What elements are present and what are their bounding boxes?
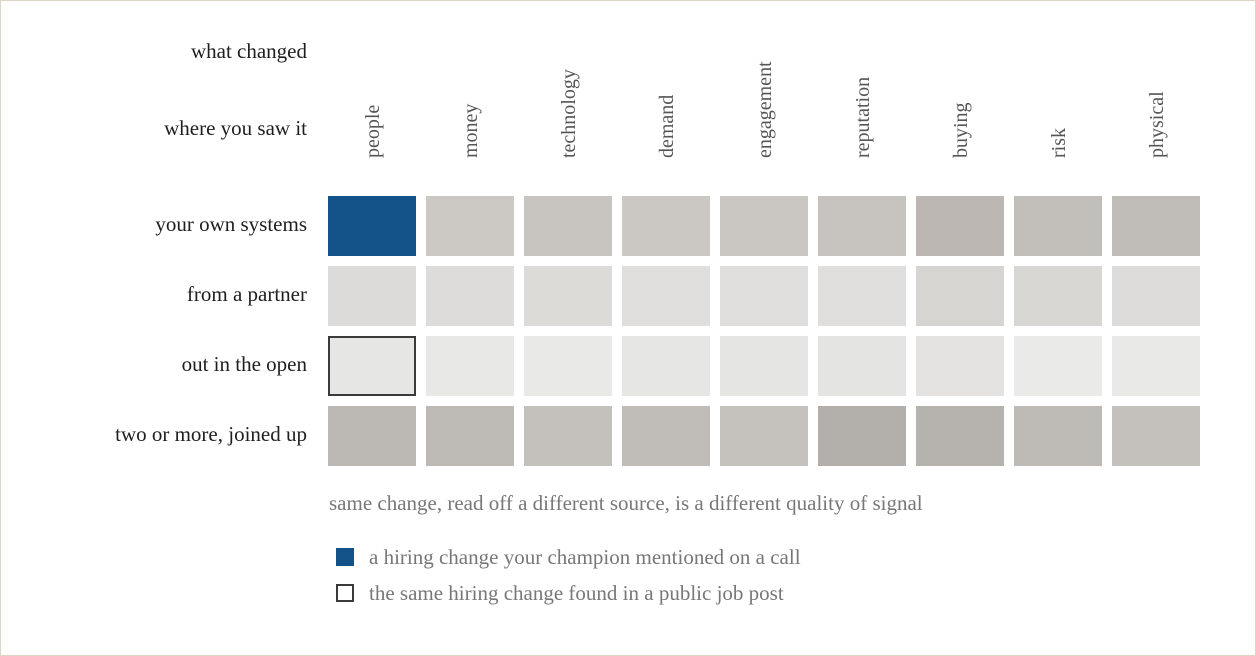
- legend-item-solid: a hiring change your champion mentioned …: [336, 544, 801, 569]
- heatmap-cell: [1112, 406, 1200, 466]
- heatmap-cell: [720, 406, 808, 466]
- heatmap-cell: [916, 406, 1004, 466]
- heatmap-cell: [1112, 266, 1200, 326]
- column-label-text: buying: [950, 102, 972, 158]
- column-label-text: physical: [1146, 91, 1168, 158]
- heatmap-cell: [1014, 196, 1102, 256]
- column-label-text: money: [460, 103, 482, 158]
- heatmap-cell: [720, 196, 808, 256]
- heatmap-cell: [720, 266, 808, 326]
- heatmap-cell: [818, 336, 906, 396]
- heatmap-cell: [328, 406, 416, 466]
- heatmap-cell: [426, 266, 514, 326]
- heatmap-cell: [622, 406, 710, 466]
- columns-axis-title: what changed: [190, 39, 307, 63]
- row-label: your own systems: [155, 212, 307, 236]
- column-label-text: risk: [1048, 128, 1070, 158]
- heatmap-cell: [916, 196, 1004, 256]
- row-label: two or more, joined up: [115, 422, 307, 446]
- column-label-text: reputation: [852, 76, 874, 158]
- heatmap-cell: [1014, 266, 1102, 326]
- heatmap-cell: [622, 336, 710, 396]
- heatmap-cell: [916, 336, 1004, 396]
- heatmap-cell: [1014, 336, 1102, 396]
- legend-swatch-outline: [336, 584, 354, 602]
- heatmap-cell: [622, 196, 710, 256]
- legend-item-outline: the same hiring change found in a public…: [336, 580, 784, 605]
- caption: same change, read off a different source…: [329, 491, 923, 515]
- heatmap-cell: [328, 196, 416, 256]
- heatmap-cell: [524, 406, 612, 466]
- column-label-text: demand: [656, 94, 678, 158]
- heatmap-cell: [426, 406, 514, 466]
- row-label: out in the open: [181, 352, 307, 376]
- heatmap-cell: [720, 336, 808, 396]
- heatmap-cell: [426, 196, 514, 256]
- heatmap-cell: [1112, 196, 1200, 256]
- rows-axis-title: where you saw it: [164, 116, 307, 140]
- heatmap-cell: [328, 336, 416, 396]
- heatmap-cell: [818, 266, 906, 326]
- heatmap-cell: [622, 266, 710, 326]
- legend-label-outline: the same hiring change found in a public…: [369, 580, 784, 605]
- heatmap-cell: [818, 196, 906, 256]
- heatmap-cell: [1014, 406, 1102, 466]
- heatmap-cell: [328, 266, 416, 326]
- column-label-text: people: [362, 104, 384, 158]
- heatmap-cell: [916, 266, 1004, 326]
- heatmap-cell: [426, 336, 514, 396]
- heatmap-cell: [524, 196, 612, 256]
- column-label-text: engagement: [754, 61, 776, 158]
- heatmap-cell: [818, 406, 906, 466]
- heatmap-cell: [524, 266, 612, 326]
- heatmap-cell: [1112, 336, 1200, 396]
- legend-label-solid: a hiring change your champion mentioned …: [369, 544, 801, 569]
- heatmap-cell: [524, 336, 612, 396]
- legend-swatch-solid: [336, 548, 354, 566]
- row-label: from a partner: [186, 282, 307, 306]
- column-label-text: technology: [558, 69, 580, 158]
